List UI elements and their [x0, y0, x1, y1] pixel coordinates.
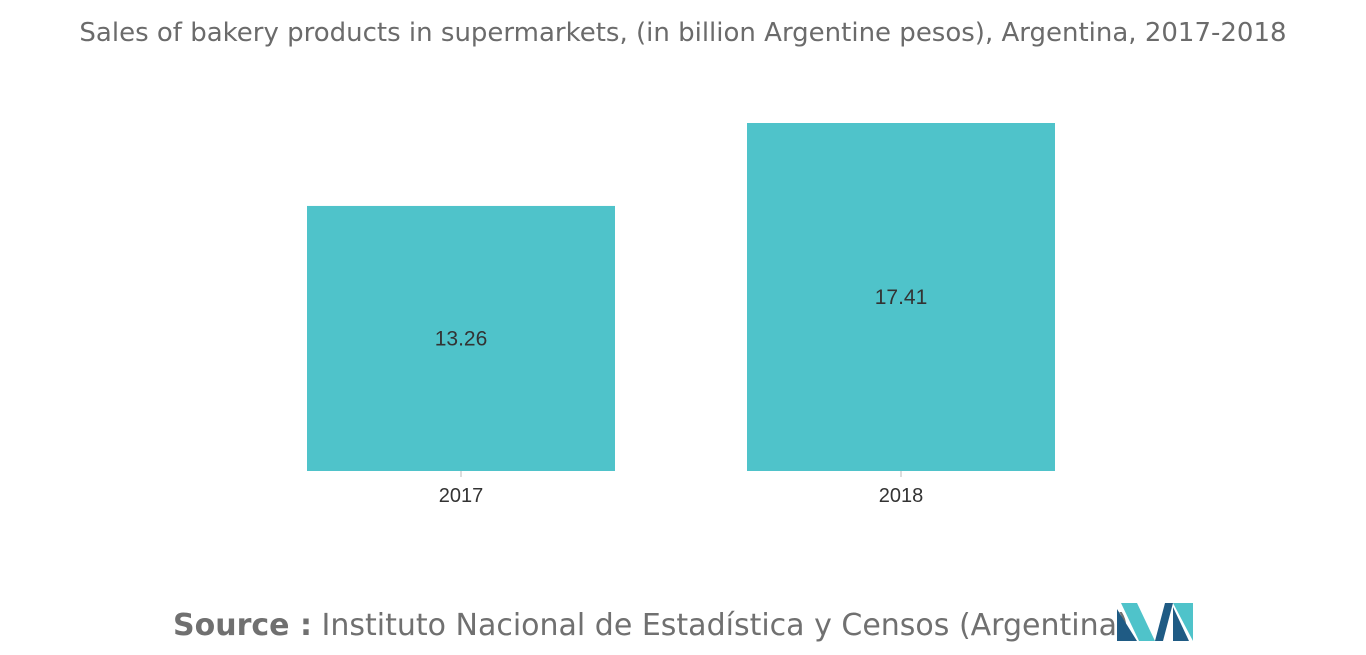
mordor-intelligence-logo-icon — [1117, 603, 1193, 641]
source-note: Source : Instituto Nacional de Estadísti… — [173, 606, 1129, 646]
source-label: Source : — [173, 608, 312, 643]
data-label-2017: 13.26 — [435, 327, 488, 350]
bar-2018 — [747, 123, 1055, 471]
x-tick-label-2017: 2017 — [439, 485, 484, 507]
bar-chart: 13.26 2017 17.41 2018 — [307, 123, 1055, 507]
source-text: Instituto Nacional de Estadística y Cens… — [321, 608, 1129, 643]
chart-title: Sales of bakery products in supermarkets… — [79, 18, 1287, 48]
data-label-2018: 17.41 — [875, 286, 928, 309]
x-tick-label-2018: 2018 — [879, 485, 924, 507]
bar-2017 — [307, 205, 615, 471]
